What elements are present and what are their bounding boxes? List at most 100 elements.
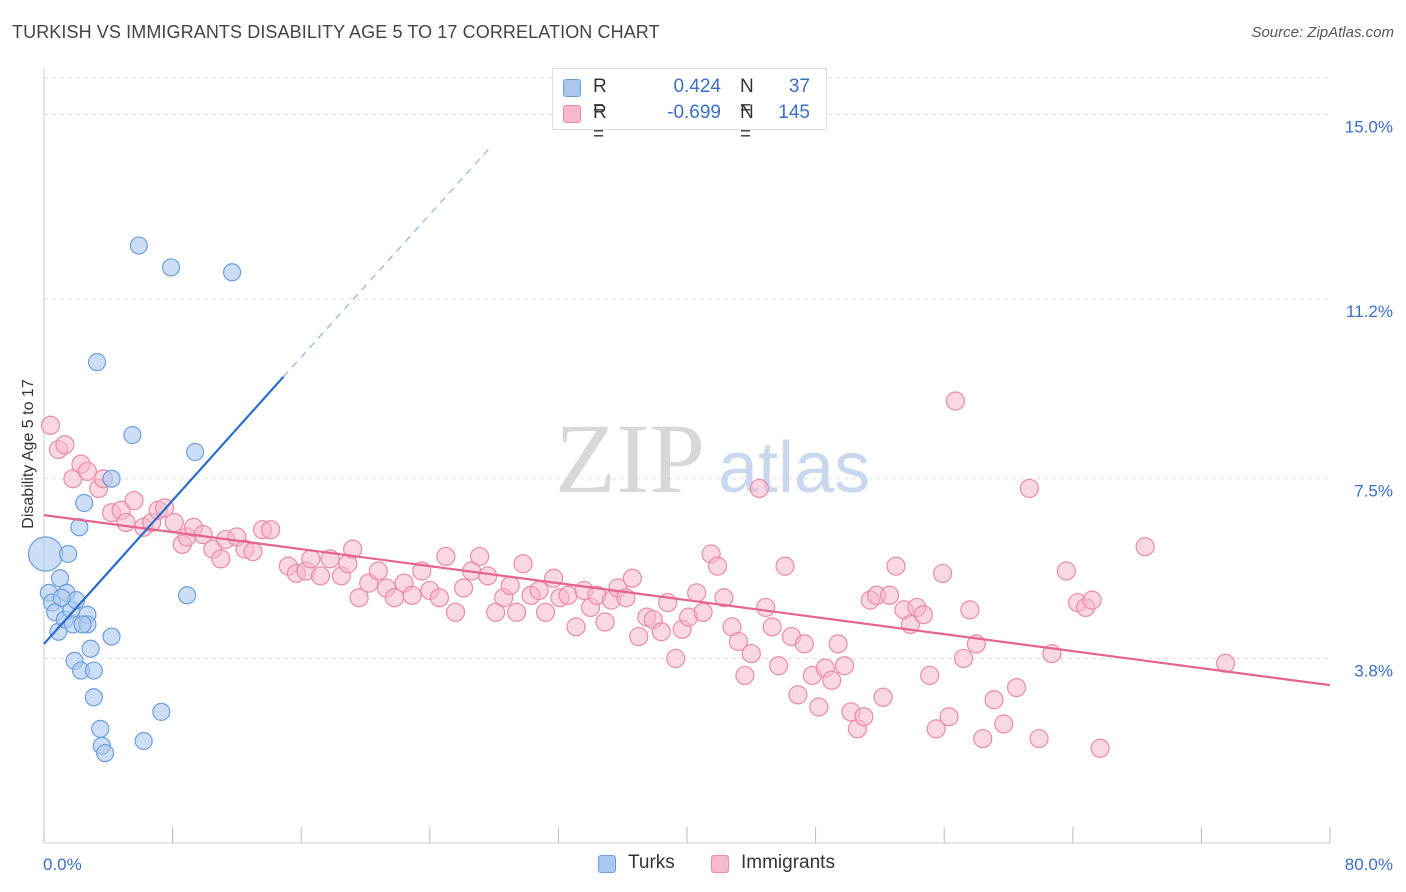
immigrants-point	[429, 588, 450, 608]
immigrants-point	[453, 578, 474, 598]
immigrants-point	[500, 575, 520, 596]
turks-r-label: R =	[593, 76, 607, 119]
immigrants-point	[920, 665, 940, 686]
immigrants-point	[932, 563, 953, 584]
immigrants-point	[343, 539, 363, 559]
immigrants-point	[651, 622, 671, 642]
y-axis-label: Disability Age 5 to 17	[20, 379, 37, 529]
turks-point	[152, 702, 171, 721]
immigrants-r-value: -0.699	[667, 102, 721, 123]
immigrants-point	[953, 648, 974, 669]
immigrants-point	[926, 719, 946, 739]
immigrants-point	[124, 490, 144, 511]
turks-point	[91, 719, 110, 738]
immigrants-point	[77, 461, 98, 482]
immigrants-point	[994, 714, 1014, 734]
immigrants-point	[886, 556, 906, 576]
turks-point	[52, 588, 71, 607]
turks-point	[186, 442, 205, 462]
immigrants-point	[55, 435, 75, 455]
immigrants-point	[854, 707, 874, 727]
immigrants-point	[735, 665, 755, 686]
turks-swatch	[563, 79, 581, 97]
immigrants-point	[513, 554, 533, 574]
stats-legend: R = 0.424 N = 37 R = -0.699 N = 145	[552, 68, 827, 145]
immigrants-point	[629, 626, 649, 647]
turks-point	[222, 263, 242, 282]
immigrants-point	[939, 707, 959, 727]
immigrants-point	[749, 478, 769, 499]
immigrants-point	[666, 648, 686, 669]
immigrants-point	[436, 546, 456, 567]
turks-point	[123, 425, 142, 445]
immigrants-point	[714, 588, 734, 608]
immigrants-point	[762, 617, 782, 637]
immigrants-point	[741, 643, 761, 664]
turks-legend-swatch	[598, 855, 616, 873]
immigrants-point	[622, 568, 642, 588]
immigrants-point	[794, 634, 814, 654]
immigrants-n-value: 145	[778, 102, 810, 123]
immigrants-point	[984, 690, 1004, 710]
immigrants-point	[368, 561, 388, 581]
immigrants-point	[960, 600, 980, 620]
turks-point	[177, 586, 197, 605]
immigrants-point	[775, 556, 795, 576]
immigrants-point	[211, 549, 231, 569]
immigrants-point	[1090, 738, 1110, 758]
turks-r-value: 0.424	[673, 76, 721, 97]
immigrants-point	[445, 602, 466, 622]
immigrants-n-label: N =	[740, 102, 754, 145]
immigrants-point	[507, 602, 527, 622]
y-tick-label: 11.2%	[1346, 302, 1393, 321]
turks-point	[59, 544, 78, 564]
immigrants-point	[973, 728, 993, 749]
turks-point	[73, 615, 92, 634]
turks-point	[161, 258, 181, 277]
immigrants-point	[828, 634, 848, 654]
chart-title: TURKISH VS IMMIGRANTS DISABILITY AGE 5 T…	[12, 22, 660, 42]
immigrants-point	[879, 585, 900, 605]
watermark-zip: ZIP	[555, 403, 705, 514]
immigrants-point	[687, 583, 707, 603]
immigrants-point	[788, 685, 808, 705]
turks-n-value: 37	[788, 76, 810, 97]
turks-n-label: N =	[740, 76, 754, 119]
immigrants-point	[40, 415, 61, 435]
immigrants-point	[756, 597, 776, 618]
immigrants-point	[595, 612, 615, 632]
immigrants-point	[164, 512, 184, 533]
immigrants-points	[40, 391, 1236, 758]
immigrants-swatch	[563, 105, 581, 123]
immigrants-point	[913, 605, 933, 625]
turks-point	[102, 469, 121, 488]
immigrants-point	[873, 687, 893, 707]
turks-point	[102, 627, 121, 646]
immigrants-point	[558, 585, 578, 605]
turks-point	[95, 744, 115, 763]
zipatlas-watermark: ZIP atlas	[555, 403, 870, 514]
immigrants-point	[693, 602, 713, 622]
immigrants-point	[1019, 478, 1039, 499]
turks-point	[75, 493, 94, 513]
immigrants-point	[769, 656, 789, 676]
immigrants-point	[1135, 537, 1155, 557]
immigrants-point	[478, 566, 498, 586]
immigrants-point	[301, 549, 321, 569]
immigrants-point	[261, 520, 281, 540]
immigrants-point	[1006, 677, 1027, 698]
y-tick-label: 3.8%	[1354, 661, 1393, 680]
immigrants-point	[529, 580, 549, 601]
immigrants-point	[728, 631, 749, 652]
immigrants-trend-line	[43, 514, 1331, 687]
immigrants-r-label: R =	[593, 102, 607, 145]
watermark-atlas: atlas	[718, 428, 870, 508]
turks-point	[134, 731, 153, 751]
turks-point	[129, 236, 148, 255]
immigrants-point	[707, 556, 728, 576]
turks-trend-extension	[283, 148, 490, 378]
immigrants-point	[809, 697, 829, 717]
immigrants-point	[1056, 561, 1076, 581]
immigrants-point	[243, 541, 263, 562]
